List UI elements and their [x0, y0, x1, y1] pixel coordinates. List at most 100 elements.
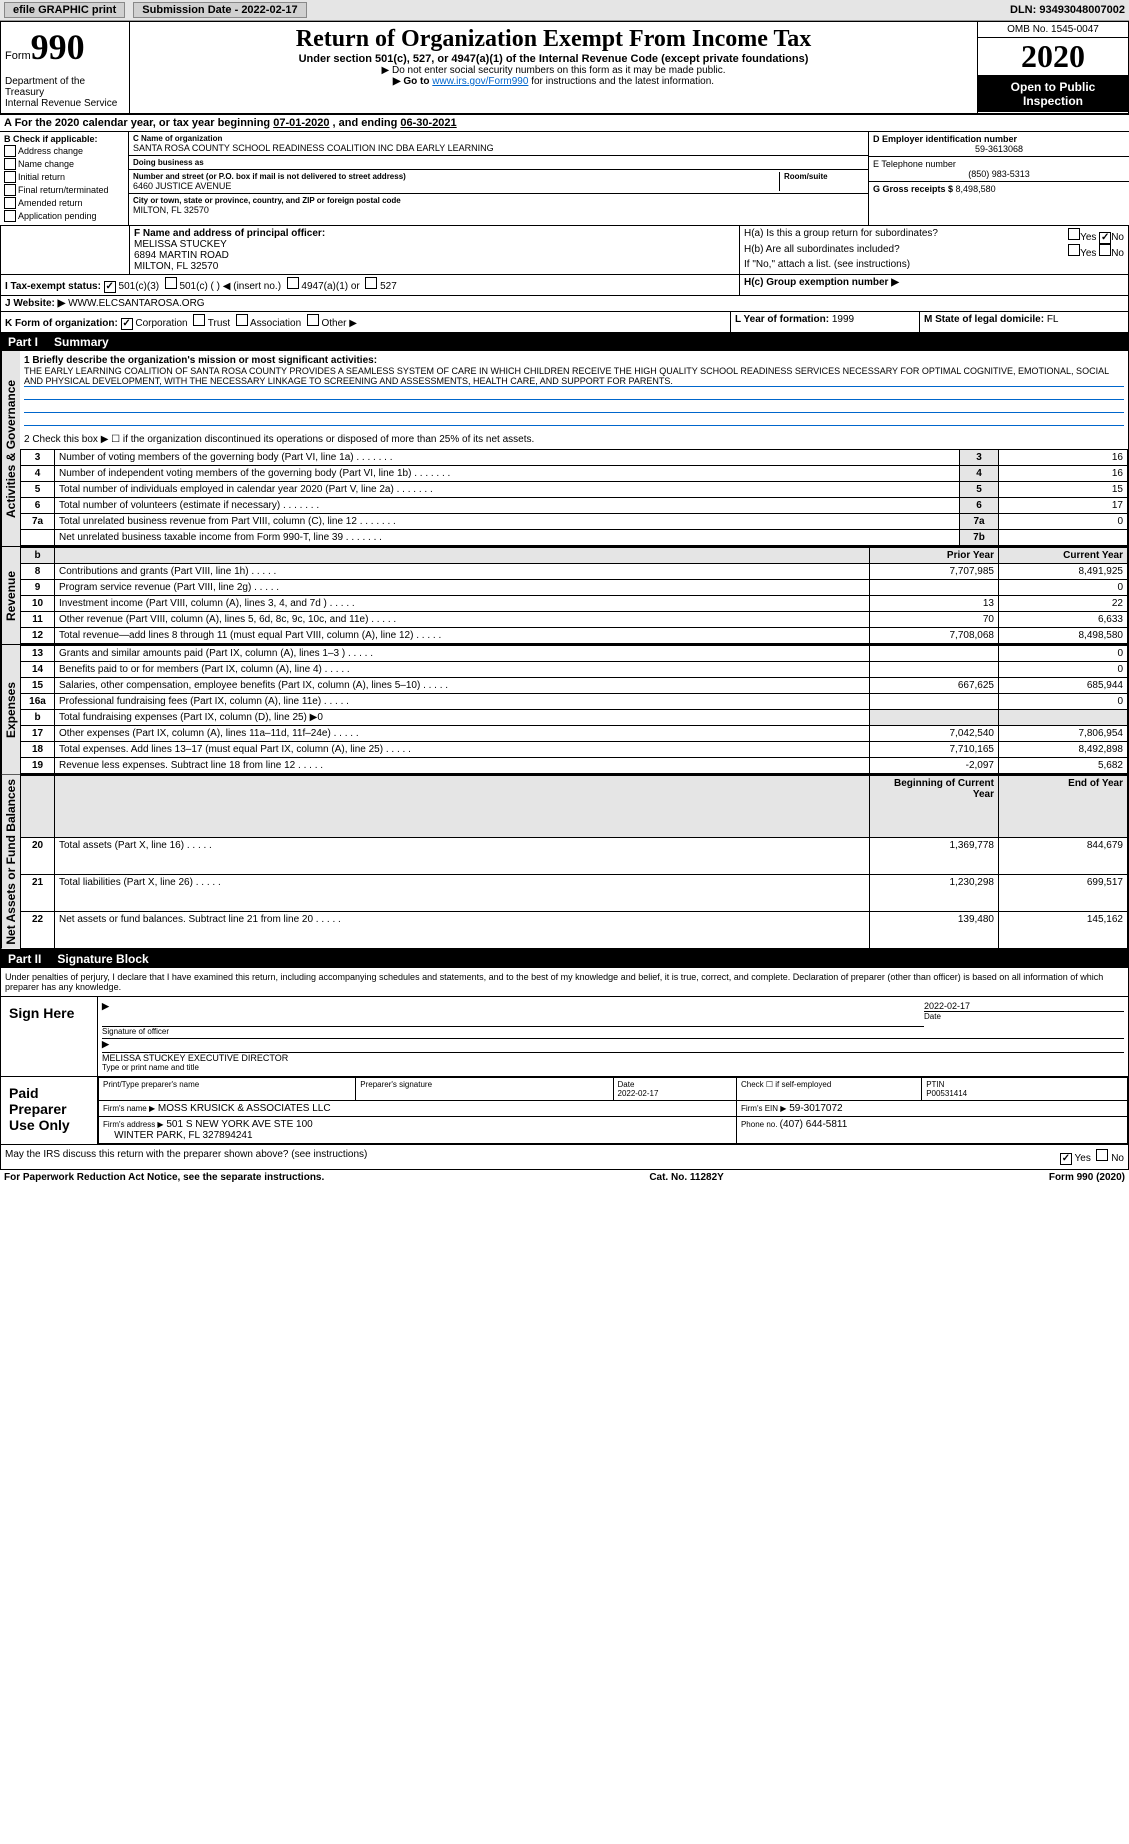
row-prior: 1,369,778 [870, 838, 999, 875]
omb-number: OMB No. 1545-0047 [978, 22, 1128, 38]
b-item-label: Final return/terminated [18, 185, 109, 195]
i-501c-checkbox[interactable] [165, 277, 177, 289]
efile-button[interactable]: efile GRAPHIC print [4, 2, 125, 18]
b-checkbox-1[interactable] [4, 158, 16, 170]
b-checkbox-row: Application pending [4, 210, 124, 222]
rev-side-label: Revenue [1, 547, 20, 644]
table-row: 4 Number of independent voting members o… [21, 466, 1128, 482]
f-label: F Name and address of principal officer: [134, 228, 735, 239]
b-checkbox-row: Address change [4, 145, 124, 157]
b-checkbox-3[interactable] [4, 184, 16, 196]
row-label: Revenue less expenses. Subtract line 18 … [55, 758, 870, 774]
table-row: 6 Total number of volunteers (estimate i… [21, 498, 1128, 514]
ha-yes-checkbox[interactable] [1068, 228, 1080, 240]
b-checkbox-5[interactable] [4, 210, 16, 222]
blank-cell [55, 776, 870, 838]
section-l: L Year of formation: 1999 [730, 312, 919, 332]
gov-side-label: Activities & Governance [1, 351, 20, 546]
row-curr: 0 [999, 662, 1128, 678]
form-note2: ▶ Go to www.irs.gov/Form990 for instruct… [138, 76, 969, 87]
prep-date: 2022-02-17 [618, 1089, 659, 1098]
period-bar: A For the 2020 calendar year, or tax yea… [0, 114, 1129, 132]
ein-value: 59-3613068 [873, 144, 1125, 154]
footer-left: For Paperwork Reduction Act Notice, see … [4, 1172, 324, 1183]
b-checkbox-row: Final return/terminated [4, 184, 124, 196]
table-row: 12 Total revenue—add lines 8 through 11 … [21, 628, 1128, 644]
row-prior: 139,480 [870, 911, 999, 948]
prep-date-label: Date [618, 1080, 635, 1089]
sign-here-row: Sign Here ▶ Signature of officer 2022-02… [1, 997, 1128, 1077]
row-prior: 7,710,165 [870, 742, 999, 758]
city-label: City or town, state or province, country… [133, 196, 864, 205]
row-curr: 0 [999, 694, 1128, 710]
j-row: J Website: ▶ WWW.ELCSANTAROSA.ORG [0, 296, 1129, 312]
paid-prep-content: Print/Type preparer's name Preparer's si… [98, 1077, 1128, 1144]
row-label: Contributions and grants (Part VIII, lin… [55, 564, 870, 580]
hb-yes-checkbox[interactable] [1068, 244, 1080, 256]
b-checkbox-4[interactable] [4, 197, 16, 209]
footer-center: Cat. No. 11282Y [649, 1172, 723, 1183]
firm-addr-label: Firm's address ▶ [103, 1120, 164, 1129]
table-row: 3 Number of voting members of the govern… [21, 450, 1128, 466]
rev-table: b Prior Year Current Year8 Contributions… [20, 547, 1128, 644]
firm-city: WINTER PARK, FL 327894241 [114, 1130, 252, 1141]
row-prior: 7,708,068 [870, 628, 999, 644]
sig-officer-label: Signature of officer [102, 1026, 924, 1036]
irs-link[interactable]: www.irs.gov/Form990 [432, 76, 528, 87]
b-item-label: Amended return [18, 198, 83, 208]
b-checkbox-row: Initial return [4, 171, 124, 183]
b-checkbox-2[interactable] [4, 171, 16, 183]
ptin-label: PTIN [926, 1080, 944, 1089]
discuss-no-checkbox[interactable] [1096, 1149, 1108, 1161]
k-other-checkbox[interactable] [307, 314, 319, 326]
hb-no-checkbox[interactable] [1099, 244, 1111, 256]
row-num: 10 [21, 596, 55, 612]
row-num: 14 [21, 662, 55, 678]
hc-label: H(c) Group exemption number ▶ [744, 277, 899, 288]
blank-cell [55, 548, 870, 564]
mission-blank2 [24, 400, 1124, 413]
k-corp-checkbox[interactable] [121, 318, 133, 330]
ha-no-checkbox[interactable] [1099, 232, 1111, 244]
row-curr: 5,682 [999, 758, 1128, 774]
note2-pre: ▶ Go to [393, 76, 432, 87]
table-row: 11 Other revenue (Part VIII, column (A),… [21, 612, 1128, 628]
table-row: 13 Grants and similar amounts paid (Part… [21, 646, 1128, 662]
officer-name: MELISSA STUCKEY [134, 239, 735, 250]
page-footer: For Paperwork Reduction Act Notice, see … [0, 1170, 1129, 1185]
row-label: Total expenses. Add lines 13–17 (must eq… [55, 742, 870, 758]
section-j: J Website: ▶ WWW.ELCSANTAROSA.ORG [1, 296, 1128, 311]
prep-sig-label: Preparer's signature [356, 1077, 613, 1100]
row-prior [870, 694, 999, 710]
b-extra [1, 226, 130, 274]
row-label: Number of independent voting members of … [55, 466, 960, 482]
k-assoc-checkbox[interactable] [236, 314, 248, 326]
k-trust-checkbox[interactable] [193, 314, 205, 326]
ha-label: H(a) Is this a group return for subordin… [744, 228, 938, 244]
row-num: 18 [21, 742, 55, 758]
submission-date-button[interactable]: Submission Date - 2022-02-17 [133, 2, 306, 18]
period-mid: , and ending [333, 117, 401, 129]
table-row: 15 Salaries, other compensation, employe… [21, 678, 1128, 694]
exp-table: 13 Grants and similar amounts paid (Part… [20, 645, 1128, 774]
firm-phone-label: Phone no. [741, 1120, 780, 1129]
b-checkbox-0[interactable] [4, 145, 16, 157]
rev-section: Revenue b Prior Year Current Year8 Contr… [0, 547, 1129, 645]
website-value: WWW.ELCSANTAROSA.ORG [68, 298, 205, 309]
i-501c3-checkbox[interactable] [104, 281, 116, 293]
row-prior: 7,707,985 [870, 564, 999, 580]
form-number-box: Form990 [1, 22, 130, 72]
table-row: 14 Benefits paid to or for members (Part… [21, 662, 1128, 678]
section-c: C Name of organization SANTA ROSA COUNTY… [129, 132, 868, 225]
arrow-icon2: ▶ [102, 1039, 109, 1049]
yes-label: Yes [1080, 232, 1096, 243]
i-4947-checkbox[interactable] [287, 277, 299, 289]
discuss-yes-checkbox[interactable] [1060, 1153, 1072, 1165]
i-527-checkbox[interactable] [365, 277, 377, 289]
form-title: Return of Organization Exempt From Incom… [138, 26, 969, 53]
gross-value: 8,498,580 [956, 184, 996, 194]
dln-text: DLN: 93493048007002 [1010, 4, 1125, 16]
hc-cell: H(c) Group exemption number ▶ [739, 275, 1128, 295]
org-address: 6460 JUSTICE AVENUE [133, 181, 779, 191]
hb-label: H(b) Are all subordinates included? [744, 244, 900, 259]
